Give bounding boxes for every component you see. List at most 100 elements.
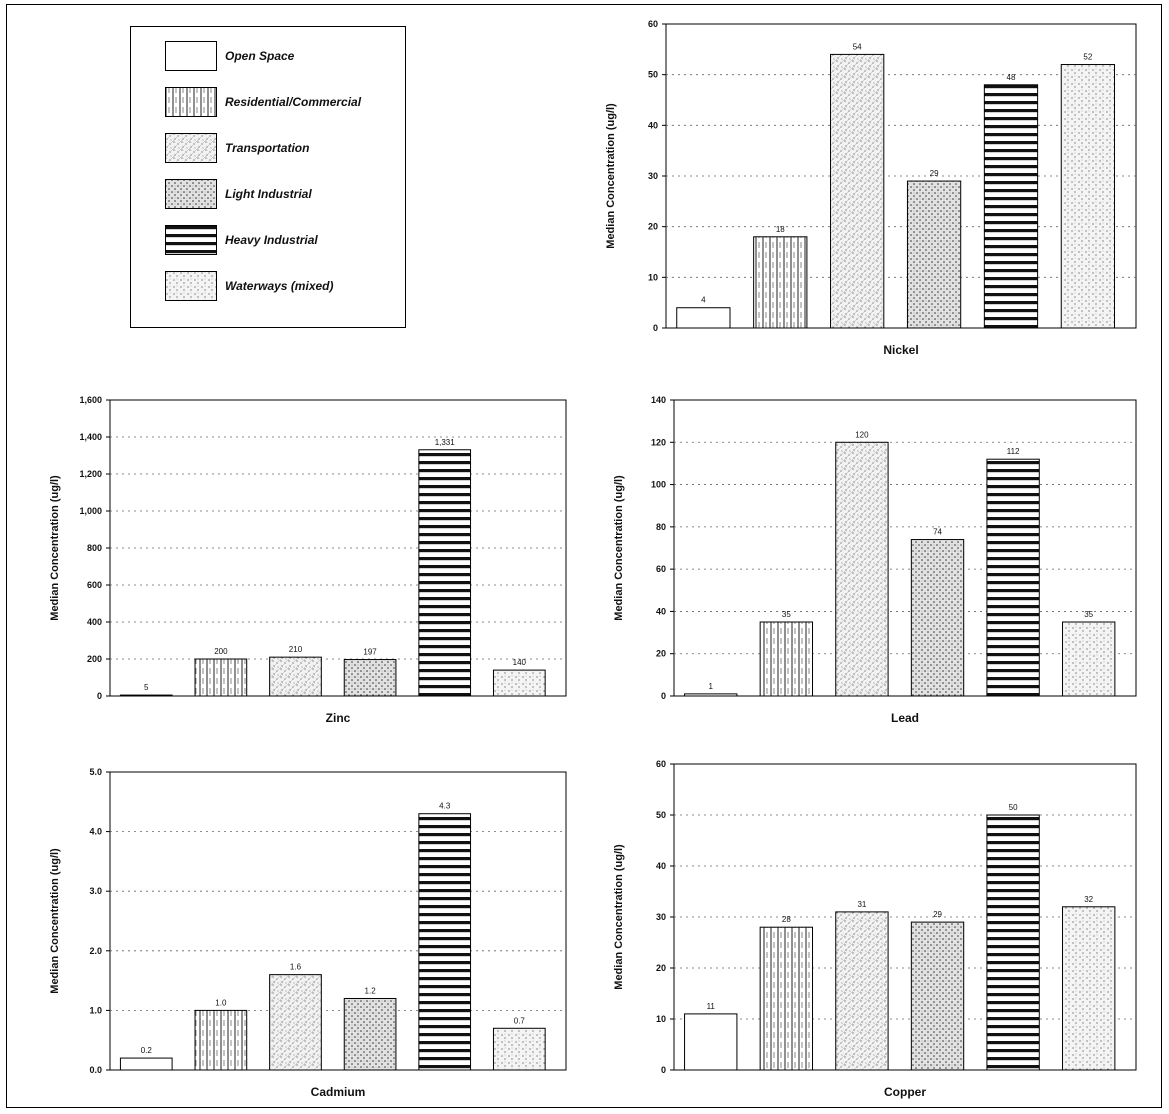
nickel-bar-light-industrial <box>906 180 962 329</box>
nickel-value-label: 48 <box>1007 73 1016 82</box>
cadmium-ylabel: Median Concentration (ug/l) <box>49 848 61 994</box>
cadmium-value-label: 0.7 <box>514 1016 526 1025</box>
legend-item-waterways: Waterways (mixed) <box>165 271 405 303</box>
legend-swatch-heavy-industrial <box>165 225 217 255</box>
cadmium-value-label: 4.3 <box>439 802 451 811</box>
cadmium-bar-open-space <box>119 1057 173 1071</box>
lead-bar-transportation <box>835 441 889 697</box>
cadmium-value-label: 1.6 <box>290 963 302 972</box>
legend-item-open-space: Open Space <box>165 41 405 73</box>
copper-value-label: 28 <box>782 915 791 924</box>
legend-label-transportation: Transportation <box>225 141 310 155</box>
zinc-ytick-label: 1,200 <box>79 469 102 479</box>
copper-xlabel: Copper <box>884 1085 926 1099</box>
zinc-value-label: 210 <box>289 645 303 654</box>
zinc-ytick-label: 400 <box>87 617 102 627</box>
nickel-value-label: 4 <box>701 296 706 305</box>
nickel-bar-heavy-industrial <box>983 84 1039 329</box>
lead-chart: 0 20 40 60 80 100 120 140 1 35 120 74 112 35 Lead Media… <box>613 395 1137 725</box>
lead-ytick-label: 0 <box>661 691 666 701</box>
copper-bar-open-space <box>684 1013 738 1071</box>
lead-value-label: 35 <box>782 610 791 619</box>
nickel-value-label: 54 <box>853 42 862 51</box>
legend-item-heavy-industrial: Heavy Industrial <box>165 225 405 257</box>
lead-bar-light-industrial <box>910 539 965 697</box>
copper-bar-heavy-industrial <box>986 814 1040 1071</box>
cadmium-ytick-label: 2.0 <box>89 946 102 956</box>
lead-value-label: 120 <box>855 430 869 439</box>
zinc-bar-waterways-mixed <box>492 669 546 697</box>
zinc-ytick-label: 0 <box>97 691 102 701</box>
cadmium-xlabel: Cadmium <box>311 1085 366 1099</box>
legend-label-light-industrial: Light Industrial <box>225 187 312 201</box>
legend-swatch-open-space <box>165 41 217 71</box>
zinc-value-label: 197 <box>363 648 377 657</box>
zinc-bar-open-space <box>119 694 173 697</box>
cadmium-chart: 0.0 1.0 2.0 3.0 4.0 5.0 0.2 1.0 1.6 1.2 4.3 0.7 Cadm… <box>49 767 567 1099</box>
zinc-bar-heavy-industrial <box>418 449 472 697</box>
zinc-value-label: 1,331 <box>435 438 456 447</box>
zinc-ytick-label: 200 <box>87 654 102 664</box>
copper-ytick-label: 40 <box>656 861 666 871</box>
legend-swatch-waterways <box>165 271 217 301</box>
lead-bar-waterways-mixed <box>1062 621 1116 697</box>
cadmium-plot-area <box>109 771 567 1071</box>
copper-value-label: 32 <box>1084 895 1093 904</box>
zinc-ytick-label: 600 <box>87 580 102 590</box>
cadmium-bar-light-industrial <box>343 997 397 1071</box>
zinc-bar-residential-commercial <box>194 658 248 697</box>
cadmium-bar-heavy-industrial <box>418 813 472 1071</box>
cadmium-value-label: 1.0 <box>215 998 227 1007</box>
nickel-bar-residential-commercial <box>753 236 808 329</box>
cadmium-ytick-label: 1.0 <box>89 1005 102 1015</box>
nickel-value-label: 18 <box>776 225 785 234</box>
lead-value-label: 112 <box>1007 447 1020 456</box>
cadmium-bar-residential-commercial <box>194 1009 248 1071</box>
lead-plot-area <box>673 399 1137 697</box>
cadmium-ytick-label: 5.0 <box>89 767 102 777</box>
legend-swatch-light-industrial <box>165 179 217 209</box>
nickel-chart: 0 10 20 30 40 50 60 4 18 54 29 48 52 Nickel Median Con… <box>605 19 1137 357</box>
copper-ylabel: Median Concentration (ug/l) <box>613 844 625 990</box>
nickel-bar-transportation <box>830 53 885 329</box>
copper-bar-transportation <box>835 911 889 1071</box>
lead-value-label: 35 <box>1084 610 1093 619</box>
copper-ytick-label: 20 <box>656 963 666 973</box>
nickel-ylabel: Median Concentration (ug/l) <box>605 103 617 249</box>
nickel-bar-waterways-mixed <box>1060 64 1116 329</box>
copper-value-label: 50 <box>1009 803 1018 812</box>
nickel-ytick-label: 30 <box>648 171 658 181</box>
zinc-ytick-label: 1,400 <box>79 432 102 442</box>
legend-label-residential-commercial: Residential/Commercial <box>225 95 362 109</box>
zinc-value-label: 5 <box>144 683 149 692</box>
legend-item-light-industrial: Light Industrial <box>165 179 405 211</box>
nickel-value-label: 29 <box>930 169 939 178</box>
figure-frame <box>6 4 1162 1108</box>
copper-bar-light-industrial <box>910 921 965 1071</box>
lead-ytick-label: 100 <box>651 480 666 490</box>
copper-bar-waterways-mixed <box>1062 906 1116 1071</box>
cadmium-bar-transportation <box>269 974 322 1071</box>
lead-ytick-label: 60 <box>656 564 666 574</box>
zinc-chart: 0 200 400 600 800 1,000 1,200 1,400 1,600 5 200 210… <box>49 395 567 725</box>
zinc-value-label: 140 <box>513 658 527 667</box>
legend: Open Space Residential/Commercial Transp… <box>130 26 406 328</box>
nickel-ytick-label: 60 <box>648 19 658 29</box>
nickel-xlabel: Nickel <box>883 343 918 357</box>
lead-ytick-label: 40 <box>656 606 666 616</box>
zinc-xlabel: Zinc <box>326 711 351 725</box>
cadmium-bar-waterways-mixed <box>492 1027 546 1071</box>
copper-ytick-label: 50 <box>656 810 666 820</box>
lead-xlabel: Lead <box>891 711 919 725</box>
lead-bar-open-space <box>684 693 738 697</box>
cadmium-value-label: 1.2 <box>365 986 377 995</box>
copper-ytick-label: 60 <box>656 759 666 769</box>
lead-ytick-label: 140 <box>651 395 666 405</box>
legend-swatch-transportation <box>165 133 217 163</box>
copper-value-label: 31 <box>857 900 866 909</box>
zinc-ytick-label: 1,000 <box>79 506 102 516</box>
copper-ytick-label: 10 <box>656 1014 666 1024</box>
copper-ytick-label: 0 <box>661 1065 666 1075</box>
copper-value-label: 29 <box>933 910 942 919</box>
zinc-ytick-label: 800 <box>87 543 102 553</box>
